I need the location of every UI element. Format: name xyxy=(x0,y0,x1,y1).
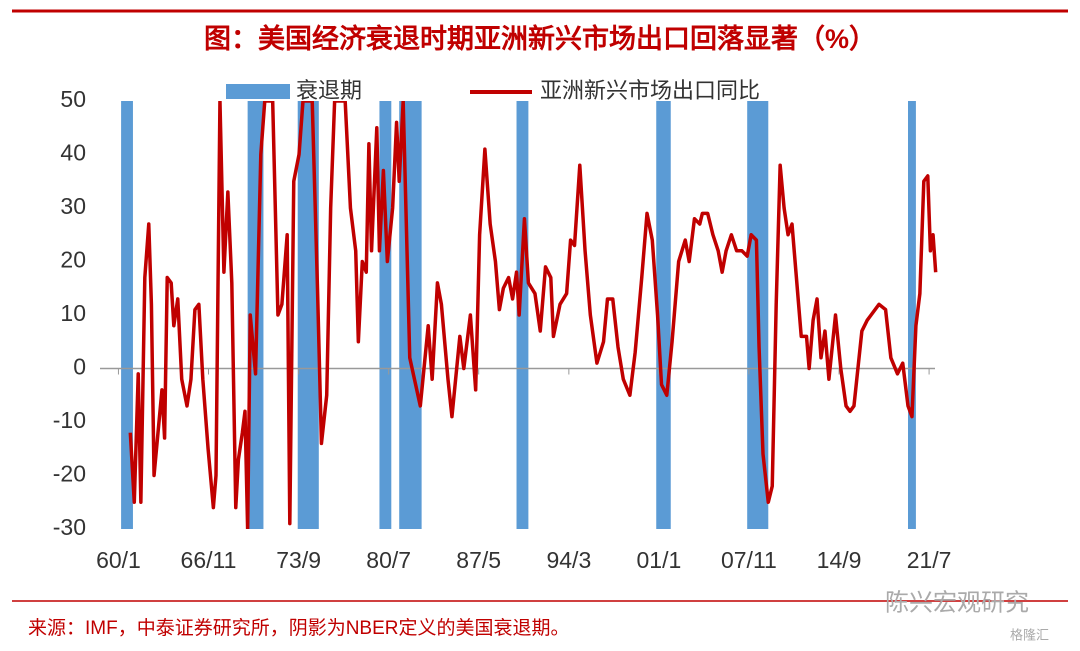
watermark: 格隆汇 xyxy=(1010,627,1049,642)
y-tick-label: -20 xyxy=(53,461,86,487)
y-tick-label: -30 xyxy=(53,514,86,540)
y-tick-label: 20 xyxy=(60,247,86,273)
y-tick-label: 0 xyxy=(73,354,86,380)
x-tick-label: 73/9 xyxy=(276,547,321,573)
legend-label: 亚洲新兴市场出口同比 xyxy=(540,78,760,103)
legend-swatch xyxy=(226,84,290,99)
recession-band xyxy=(379,101,392,529)
x-tick-label: 80/7 xyxy=(366,547,411,573)
x-tick-label: 66/11 xyxy=(181,547,237,573)
source-note: 来源：IMF，中泰证券研究所，阴影为NBER定义的美国衰退期。 xyxy=(28,617,570,639)
y-tick-label: 10 xyxy=(60,300,86,326)
legend-label: 衰退期 xyxy=(296,78,362,103)
x-tick-label: 87/5 xyxy=(456,547,501,573)
recession-band xyxy=(656,101,671,529)
y-tick-label: 30 xyxy=(60,193,86,219)
x-tick-label: 01/1 xyxy=(636,547,681,573)
recession-band xyxy=(399,101,422,529)
y-tick-label: -10 xyxy=(53,407,86,433)
x-tick-label: 94/3 xyxy=(546,547,591,573)
chart-title: 图：美国经济衰退时期亚洲新兴市场出口回落显著（%） xyxy=(204,23,876,54)
recession-band xyxy=(516,101,529,529)
recession-band xyxy=(121,101,133,529)
watermark: 陈兴宏观研究 xyxy=(885,589,1029,616)
x-tick-label: 21/7 xyxy=(907,547,952,573)
y-tick-label: 40 xyxy=(60,140,86,166)
recession-band xyxy=(908,101,916,529)
x-tick-label: 14/9 xyxy=(817,547,862,573)
x-tick-label: 60/1 xyxy=(96,547,141,573)
y-tick-label: 50 xyxy=(60,86,86,112)
x-tick-label: 07/11 xyxy=(721,547,777,573)
data-line xyxy=(128,101,938,529)
